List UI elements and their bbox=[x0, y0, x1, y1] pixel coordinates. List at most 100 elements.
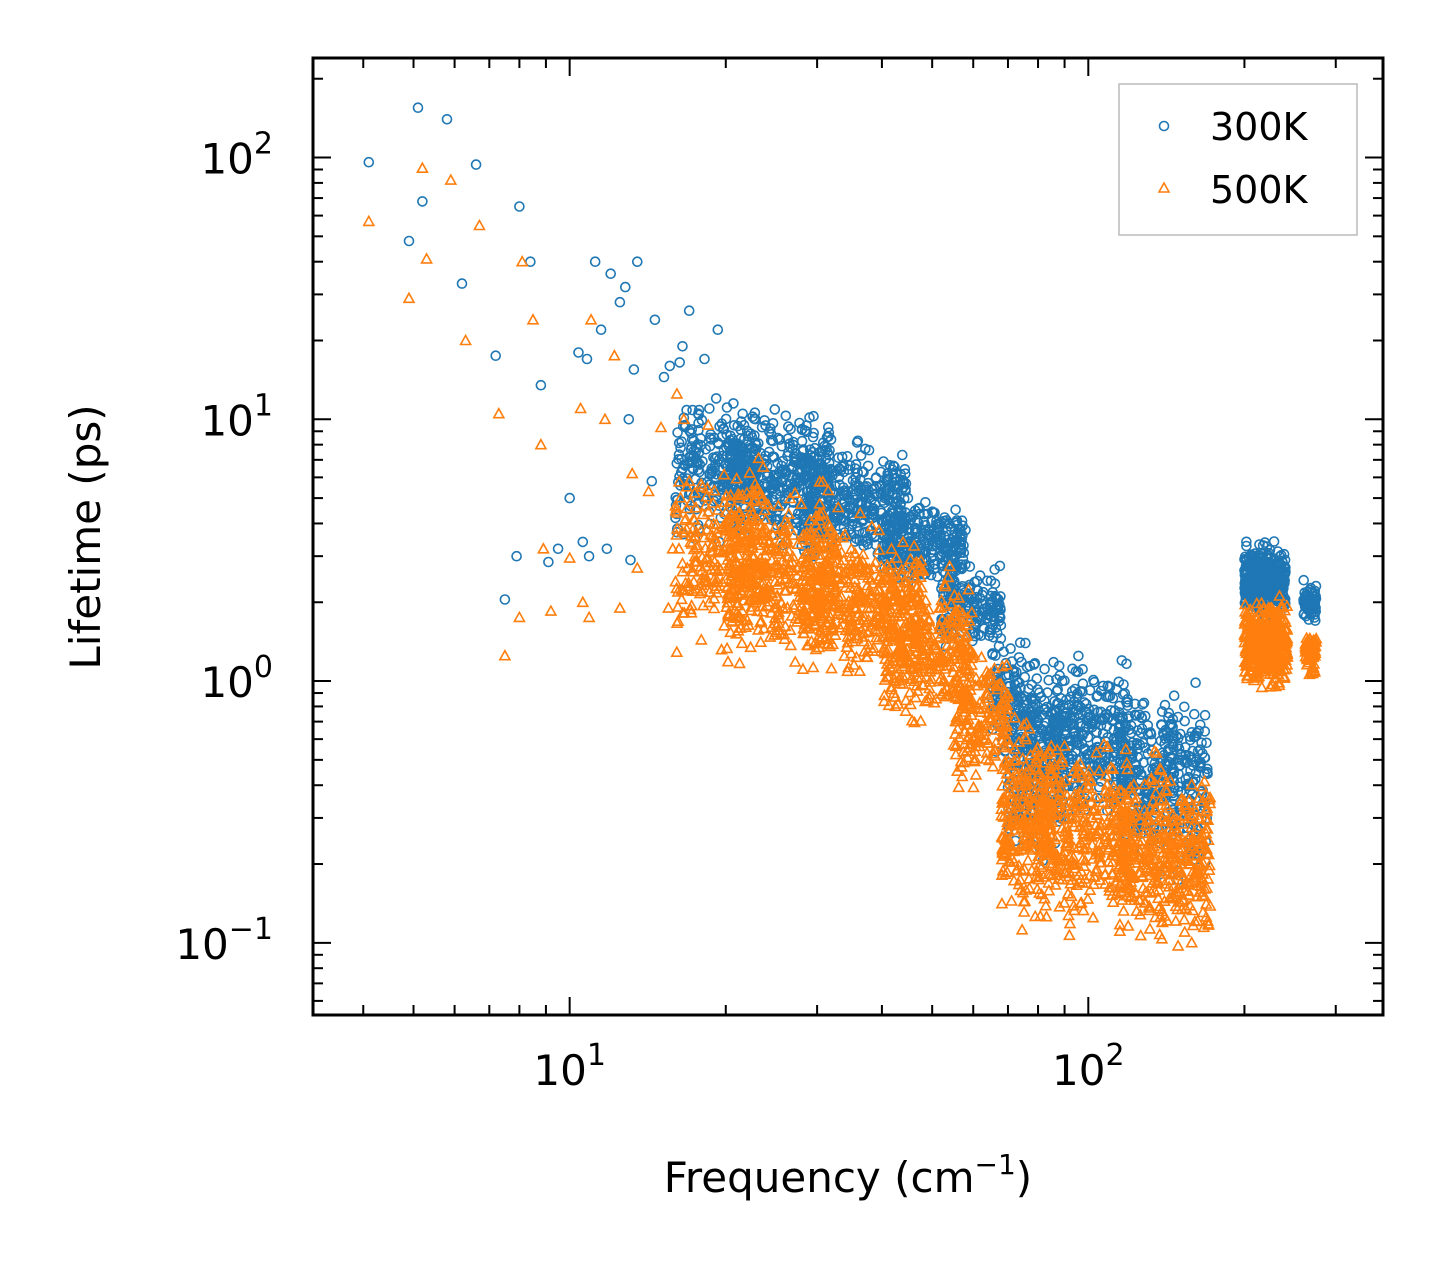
data-point bbox=[1310, 593, 1322, 604]
data-point bbox=[1034, 687, 1045, 699]
data-point bbox=[697, 530, 711, 543]
data-point bbox=[927, 540, 939, 552]
data-point bbox=[915, 538, 927, 549]
data-point bbox=[824, 444, 835, 456]
data-point bbox=[1240, 563, 1252, 575]
data-point bbox=[920, 496, 931, 508]
data-point bbox=[894, 474, 906, 486]
data-point bbox=[1168, 690, 1180, 702]
data-point bbox=[1179, 701, 1190, 713]
data-point bbox=[470, 159, 482, 170]
data-point bbox=[769, 404, 781, 415]
data-point bbox=[1081, 715, 1092, 726]
data-point bbox=[828, 465, 839, 477]
data-point bbox=[877, 495, 889, 506]
data-point bbox=[1195, 757, 1206, 768]
data-point bbox=[902, 492, 914, 504]
data-point bbox=[1010, 760, 1022, 772]
data-point bbox=[1014, 705, 1025, 717]
data-point bbox=[870, 472, 882, 484]
data-point bbox=[1057, 675, 1068, 687]
data-point bbox=[738, 419, 750, 431]
data-point bbox=[614, 296, 626, 308]
data-point bbox=[799, 425, 811, 436]
data-point bbox=[812, 465, 824, 477]
data-point bbox=[1302, 604, 1313, 615]
data-point bbox=[991, 627, 1003, 639]
data-point bbox=[492, 407, 506, 419]
data-point bbox=[910, 522, 921, 534]
data-point bbox=[1300, 589, 1312, 601]
data-point bbox=[965, 590, 977, 601]
data-point bbox=[699, 353, 710, 365]
data-point bbox=[706, 496, 720, 508]
data-point bbox=[853, 480, 864, 492]
data-point bbox=[490, 350, 502, 362]
data-point bbox=[363, 156, 375, 168]
data-point bbox=[1015, 720, 1027, 732]
data-point bbox=[1261, 552, 1272, 564]
data-point bbox=[1267, 555, 1278, 567]
data-point bbox=[1097, 728, 1109, 739]
data-point bbox=[797, 445, 809, 457]
data-point bbox=[1021, 661, 1033, 673]
data-point bbox=[720, 413, 732, 425]
data-point bbox=[672, 542, 686, 554]
data-point bbox=[1180, 773, 1192, 785]
data-point bbox=[670, 512, 681, 524]
data-point bbox=[670, 387, 684, 399]
data-point bbox=[878, 516, 889, 528]
data-point bbox=[787, 439, 799, 451]
data-point bbox=[889, 498, 901, 510]
data-point bbox=[420, 252, 433, 264]
data-point bbox=[945, 559, 957, 570]
data-point bbox=[964, 579, 975, 591]
data-point bbox=[654, 420, 668, 433]
data-point bbox=[780, 410, 792, 422]
data-point bbox=[1130, 710, 1142, 721]
data-point bbox=[646, 475, 658, 487]
data-point bbox=[856, 466, 868, 477]
data-point bbox=[1029, 694, 1040, 705]
data-point bbox=[1013, 677, 1025, 689]
data-point bbox=[683, 305, 695, 317]
data-point bbox=[1190, 767, 1202, 779]
data-point bbox=[705, 563, 718, 576]
data-point bbox=[897, 526, 908, 538]
data-point bbox=[851, 437, 863, 448]
data-point bbox=[894, 537, 905, 549]
data-point bbox=[675, 442, 686, 454]
data-point bbox=[989, 578, 1001, 590]
data-point bbox=[1173, 732, 1184, 744]
data-point bbox=[1088, 674, 1099, 686]
data-point bbox=[951, 516, 963, 528]
data-point bbox=[670, 645, 684, 658]
data-point bbox=[589, 256, 601, 268]
data-point bbox=[909, 527, 921, 539]
data-point bbox=[630, 561, 644, 573]
data-point bbox=[686, 434, 698, 445]
data-point bbox=[672, 427, 683, 438]
data-point bbox=[1241, 536, 1252, 548]
data-point bbox=[1043, 674, 1054, 686]
data-point bbox=[1052, 718, 1064, 730]
data-point bbox=[623, 413, 635, 425]
data-point bbox=[837, 515, 849, 526]
data-point bbox=[563, 551, 577, 563]
data-point bbox=[1055, 709, 1067, 721]
data-point bbox=[1187, 745, 1198, 757]
data-point bbox=[785, 423, 796, 435]
data-point bbox=[692, 464, 704, 476]
data-point bbox=[975, 630, 987, 642]
data-point bbox=[1023, 683, 1034, 695]
data-point bbox=[584, 313, 598, 325]
data-point bbox=[671, 458, 683, 469]
data-point bbox=[982, 612, 993, 624]
data-point bbox=[662, 601, 675, 613]
data-point bbox=[625, 466, 639, 479]
data-point bbox=[684, 495, 698, 508]
data-point bbox=[582, 610, 596, 623]
data-point bbox=[564, 492, 576, 504]
data-point bbox=[1019, 671, 1031, 683]
